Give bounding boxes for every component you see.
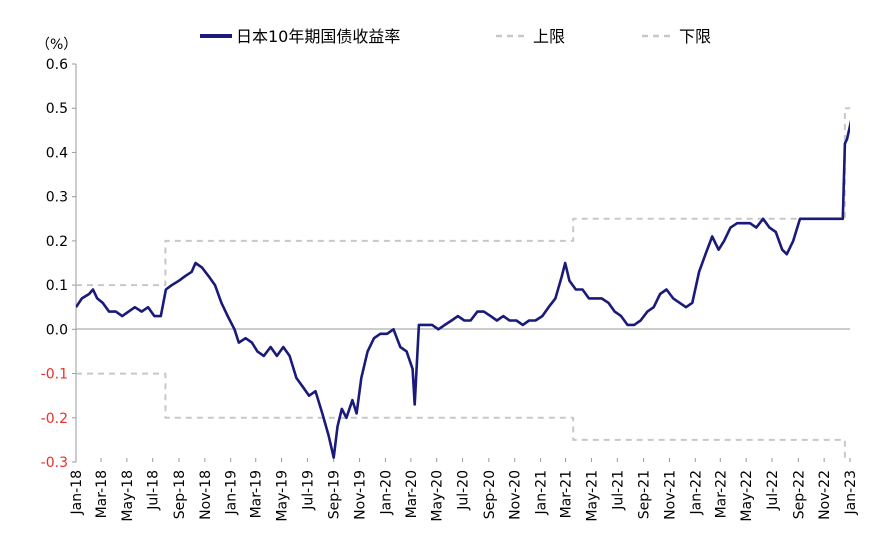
x-tick-label: May-20 — [430, 470, 446, 522]
x-tick-label: Nov-20 — [508, 470, 524, 520]
x-tick-label: Jan-20 — [378, 470, 394, 515]
x-tick-label: Jan-18 — [69, 470, 85, 515]
y-tick-label: 0.1 — [46, 278, 68, 294]
x-tick-label: Jul-22 — [765, 470, 781, 511]
x-tick-label: Mar-22 — [713, 470, 729, 518]
x-tick-label: Mar-18 — [94, 470, 110, 518]
x-ticks: Jan-18 Mar-18 May-18 Jul-18 Sep-18 Nov-18 Jan-… — [69, 458, 859, 522]
x-tick-label: Nov-21 — [662, 470, 678, 520]
x-tick-label: Nov-22 — [817, 470, 833, 520]
x-tick-label: Nov-18 — [198, 470, 214, 520]
x-tick-label: Jul-20 — [456, 470, 472, 511]
legend: 日本10年期国债收益率 上限 下限 — [200, 27, 711, 46]
x-tick-label: Nov-19 — [353, 470, 369, 520]
y-tick-label: 0.5 — [46, 101, 68, 117]
x-tick-label: Mar-20 — [404, 470, 420, 518]
x-tick-label: Jan-23 — [843, 470, 859, 515]
unit-label: （%） — [36, 37, 77, 53]
y-tick-label: 0.6 — [46, 57, 68, 73]
legend-label-yield: 日本10年期国债收益率 — [236, 27, 400, 46]
y-tick-label: -0.3 — [41, 455, 68, 471]
x-tick-label: Sep-22 — [791, 470, 807, 519]
y-tick-label: 0.3 — [46, 190, 68, 206]
x-tick-label: May-19 — [275, 470, 291, 522]
y-tick-label: 0.0 — [46, 322, 68, 338]
x-tick-label: May-22 — [739, 470, 755, 522]
series-line-lower-band — [76, 372, 846, 462]
series-line-upper-band — [76, 107, 850, 287]
legend-label-lower: 下限 — [679, 27, 711, 46]
x-tick-label: May-18 — [120, 470, 136, 522]
y-tick-label: -0.1 — [41, 367, 68, 383]
series-line-yield — [76, 119, 850, 459]
x-tick-label: Jan-21 — [534, 470, 550, 515]
x-tick-label: Jan-22 — [688, 470, 704, 515]
x-tick-label: Sep-21 — [637, 470, 653, 519]
y-tick-label: 0.4 — [46, 145, 68, 161]
series-layer — [76, 107, 850, 462]
x-tick-label: Jan-19 — [224, 470, 240, 515]
x-tick-label: Jul-19 — [300, 470, 316, 511]
x-tick-label: Mar-19 — [249, 470, 265, 518]
x-tick-label: Sep-19 — [327, 470, 343, 519]
y-tick-label: -0.2 — [41, 411, 68, 427]
x-tick-label: May-21 — [584, 470, 600, 522]
x-tick-label: Jul-18 — [146, 470, 162, 511]
legend-label-upper: 上限 — [533, 27, 565, 46]
x-tick-label: Jul-21 — [610, 470, 626, 511]
x-tick-label: Sep-18 — [172, 470, 188, 519]
y-tick-label: 0.2 — [46, 234, 68, 250]
y-ticks: 0.6 0.5 0.4 0.3 0.2 0.1 0.0 -0.1 -0.2 -0.3 — [41, 57, 76, 471]
x-tick-label: Mar-21 — [559, 470, 575, 518]
x-tick-label: Sep-20 — [482, 470, 498, 519]
